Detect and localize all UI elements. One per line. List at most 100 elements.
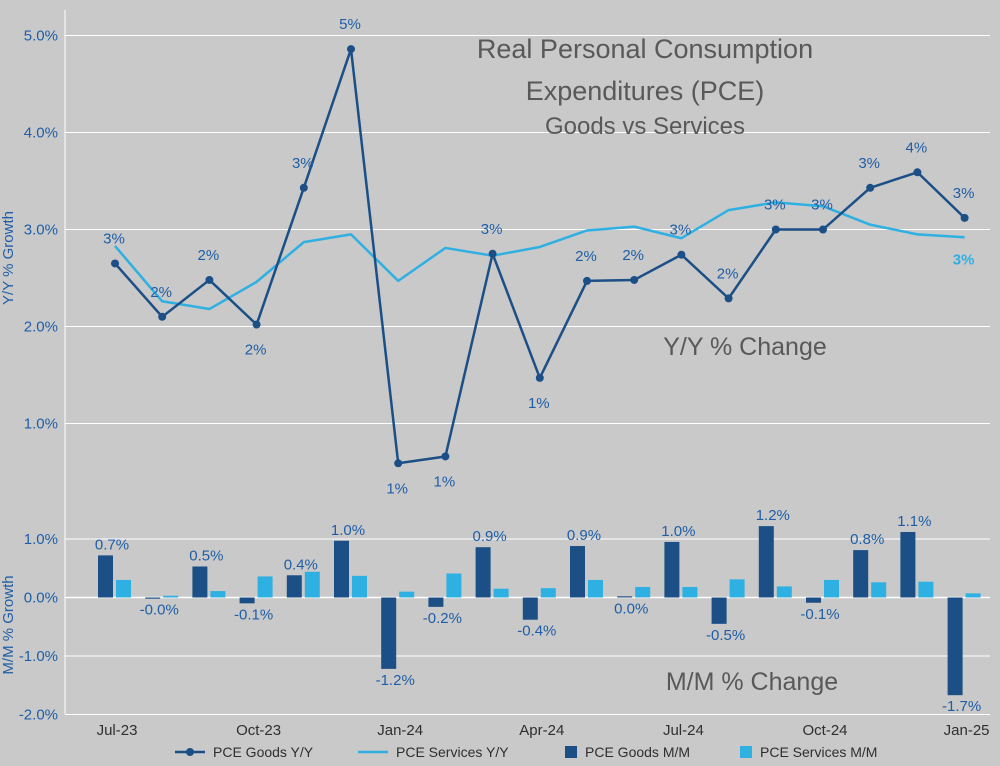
legend-label: PCE Goods M/M xyxy=(585,744,690,760)
goods-yy-point xyxy=(347,45,355,54)
goods-mm-label: -1.7% xyxy=(942,698,981,715)
legend-label: PCE Services Y/Y xyxy=(396,744,509,760)
goods-yy-label: 3% xyxy=(953,185,975,202)
services-mm-bar xyxy=(918,581,934,598)
goods-mm-label: 1.0% xyxy=(331,522,365,539)
goods-yy-label: 3% xyxy=(858,155,880,172)
goods-yy-label: 2% xyxy=(245,342,267,359)
x-tick-label: Jan-25 xyxy=(944,722,990,739)
services-mm-bar xyxy=(871,582,887,598)
goods-mm-bar xyxy=(617,596,633,598)
goods-yy-label: 4% xyxy=(906,139,928,156)
goods-mm-label: 1.2% xyxy=(756,507,790,524)
services-mm-bar xyxy=(965,593,981,598)
title-line-3: Goods vs Services xyxy=(545,113,745,140)
mm-tick-label: 0.0% xyxy=(24,590,58,607)
goods-mm-label: 0.5% xyxy=(189,547,223,564)
yy-tick-label: 2.0% xyxy=(24,319,58,336)
goods-mm-bar xyxy=(286,575,302,598)
goods-mm-label: -0.1% xyxy=(234,606,273,623)
goods-yy-label: 3% xyxy=(481,221,503,238)
goods-mm-bar xyxy=(239,597,255,604)
goods-yy-point xyxy=(488,249,497,258)
goods-yy-point xyxy=(630,275,639,284)
goods-yy-point xyxy=(677,250,686,259)
goods-mm-bar xyxy=(758,526,774,598)
x-tick-label: Oct-23 xyxy=(236,722,281,739)
goods-mm-bar xyxy=(711,597,727,624)
services-mm-bar xyxy=(163,595,179,598)
goods-yy-point xyxy=(299,183,308,192)
yy-axis-title: Y/Y % Growth xyxy=(0,211,17,305)
yy-tick-label: 1.0% xyxy=(24,416,58,433)
goods-yy-label: 1% xyxy=(386,480,408,497)
yy-caption: Y/Y % Change xyxy=(663,333,827,361)
legend-swatch xyxy=(565,746,577,758)
mm-tick-label: -2.0% xyxy=(19,707,58,724)
goods-mm-label: 0.9% xyxy=(567,527,601,544)
goods-mm-label: -1.2% xyxy=(376,672,415,689)
goods-mm-label: 0.0% xyxy=(614,601,648,618)
goods-mm-bar xyxy=(900,531,916,598)
yy-lines xyxy=(111,45,969,468)
services-mm-bar xyxy=(588,579,603,598)
goods-yy-point xyxy=(771,225,780,234)
goods-yy-point xyxy=(535,373,544,382)
goods-mm-label: -0.5% xyxy=(706,627,745,644)
goods-mm-bar xyxy=(475,547,491,598)
goods-mm-label: 0.9% xyxy=(472,528,506,545)
mm-tick-label: -1.0% xyxy=(19,648,58,665)
goods-mm-label: 1.0% xyxy=(661,523,695,540)
mm-bars xyxy=(98,526,981,696)
legend: PCE Goods Y/Y PCE Services Y/Y PCE Goods M… xyxy=(175,744,877,760)
goods-mm-label: -0.2% xyxy=(423,610,462,627)
goods-yy-point xyxy=(819,225,827,234)
services-yy-end-label: 3% xyxy=(953,251,975,268)
services-mm-bar xyxy=(116,579,131,598)
x-tick-label: Jul-23 xyxy=(97,722,138,739)
legend-swatch xyxy=(740,746,752,758)
goods-mm-bar xyxy=(98,555,113,598)
goods-yy-label: 2% xyxy=(198,247,220,264)
goods-mm-bar xyxy=(806,597,821,603)
services-mm-bar xyxy=(776,586,792,598)
goods-yy-label: 3% xyxy=(292,155,314,172)
goods-yy-label: 2% xyxy=(150,284,172,301)
goods-yy-label: 1% xyxy=(434,473,456,490)
goods-yy-point xyxy=(252,320,261,329)
goods-yy-point xyxy=(724,294,733,303)
services-yy-line xyxy=(114,201,965,311)
title-line-2: Expenditures (PCE) xyxy=(526,76,765,106)
x-tick-label: Jan-24 xyxy=(377,722,423,739)
goods-yy-label: 3% xyxy=(103,230,125,247)
yy-tick-label: 3.0% xyxy=(24,222,58,239)
goods-yy-point xyxy=(583,276,591,285)
services-mm-bar xyxy=(257,576,273,598)
goods-mm-bar xyxy=(947,597,963,696)
goods-yy-point xyxy=(866,183,875,192)
goods-mm-bar xyxy=(192,566,208,598)
mm-axis-title: M/M % Growth xyxy=(0,575,17,674)
goods-yy-label: 2% xyxy=(575,248,597,265)
goods-yy-label: 3% xyxy=(811,197,833,214)
goods-mm-bar xyxy=(334,540,349,598)
goods-yy-point xyxy=(111,259,119,268)
goods-yy-label: 3% xyxy=(764,197,786,214)
grid-layer xyxy=(64,10,990,715)
goods-mm-label: -0.0% xyxy=(140,602,179,619)
goods-yy-point xyxy=(205,275,214,284)
goods-yy-label: 2% xyxy=(717,265,739,282)
goods-yy-point xyxy=(441,452,450,461)
legend-marker xyxy=(186,748,194,756)
services-mm-bar xyxy=(824,579,839,598)
axis-layer: 1.0% 2.0% 3.0% 4.0% 5.0% -2.0% -1.0% 0.0% 1.0% Ju… xyxy=(19,28,990,740)
services-mm-bar xyxy=(210,591,226,598)
goods-mm-bar xyxy=(522,597,538,620)
goods-mm-label: 0.4% xyxy=(284,556,318,573)
services-mm-bar xyxy=(352,575,367,598)
services-mm-bar xyxy=(493,588,509,598)
goods-mm-bar xyxy=(664,541,680,598)
yy-tick-label: 5.0% xyxy=(24,28,58,45)
